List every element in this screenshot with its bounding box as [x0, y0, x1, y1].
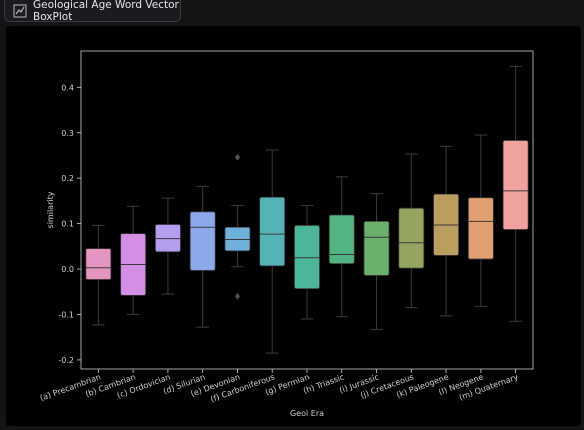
- box: [259, 196, 286, 267]
- y-tick-label: 0.1: [61, 220, 74, 229]
- boxplot-chart: -0.2 -0.1 0.0 0.1 0.2 0.3 0.4 similarity Geol Er…: [39, 50, 534, 418]
- box: [502, 140, 529, 230]
- y-tick-label: 0.0: [61, 265, 74, 274]
- chart-tab[interactable]: Geological Age Word Vector BoxPlot: [4, 0, 181, 23]
- chart-frame: -0.2 -0.1 0.0 0.1 0.2 0.3 0.4 similarity Geol Er…: [6, 26, 581, 426]
- y-tick-label: -0.1: [58, 310, 74, 319]
- y-tick-label: -0.2: [58, 356, 74, 365]
- box: [328, 214, 355, 265]
- box: [363, 220, 390, 276]
- y-tick-label: 0.4: [61, 83, 74, 92]
- box: [398, 207, 425, 269]
- box: [294, 225, 320, 289]
- y-tick-label: 0.3: [61, 129, 74, 138]
- y-tick-label: 0.2: [61, 174, 74, 183]
- chart-icon: [13, 4, 27, 18]
- y-axis-label: similarity: [46, 191, 55, 228]
- x-axis-label: Geol Era: [290, 409, 324, 418]
- tab-title: Geological Age Word Vector BoxPlot: [33, 0, 179, 23]
- box: [85, 248, 112, 280]
- flier-point: [234, 153, 240, 161]
- flier-point: [234, 292, 240, 300]
- box: [467, 197, 494, 260]
- box: [189, 211, 216, 271]
